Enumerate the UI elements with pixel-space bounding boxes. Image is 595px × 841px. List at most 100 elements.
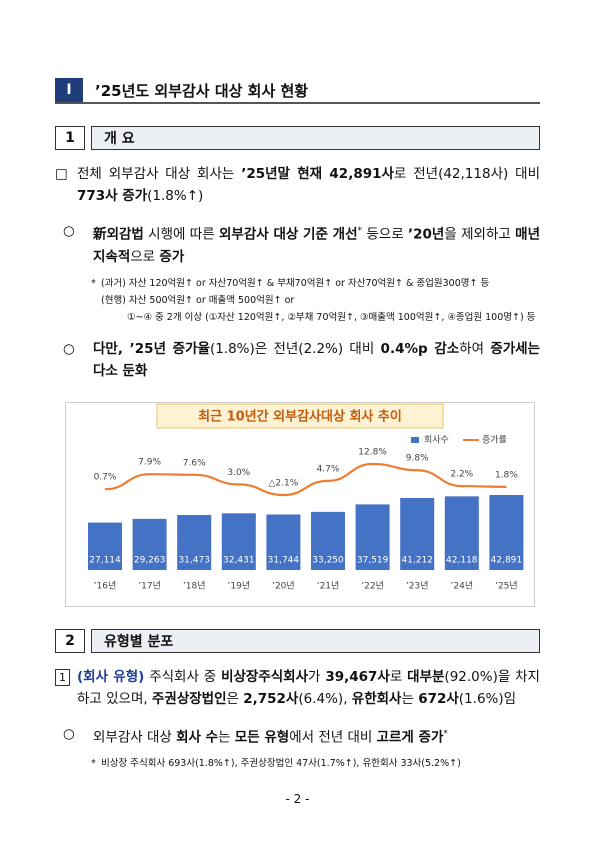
line-label: 1.8% bbox=[495, 470, 518, 480]
x-tick-label: ’18년 bbox=[183, 580, 206, 591]
text-run: 에서 전년 대비 bbox=[289, 729, 377, 745]
bullet-marker: 1 bbox=[55, 668, 70, 686]
bullet-marker: * bbox=[91, 758, 96, 769]
text-run: 주권상장법인 bbox=[151, 690, 227, 707]
legend-label: 증가률 bbox=[482, 434, 507, 445]
line-label: 2.2% bbox=[450, 469, 473, 479]
bar bbox=[489, 494, 524, 570]
text-run: 등으로 bbox=[362, 226, 408, 243]
bar-label: 41,212 bbox=[401, 555, 433, 565]
text-run: 773사 증가 bbox=[77, 188, 148, 204]
text-run: 주식회사 중 bbox=[144, 668, 222, 685]
line-label: 0.7% bbox=[94, 472, 117, 482]
bar bbox=[444, 495, 479, 570]
bar-label: 29,263 bbox=[134, 555, 166, 565]
paragraph: * 비상장 주식회사 693사(1.8%↑), 주권상장법인 47사(1.7%↑)… bbox=[55, 756, 540, 771]
page-number: - 2 - bbox=[285, 792, 310, 806]
items: □ 전체 외부감사 대상 회사는 ’25년말 현재 42,891사로 전년(42,… bbox=[55, 163, 540, 382]
paragraph: ○ 다만, ’25년 증가율(1.8%)은 전년(2.2%) 대비 0.4%p 감… bbox=[63, 338, 540, 382]
text-run: * bbox=[357, 226, 363, 236]
text-run: 유한회사 bbox=[351, 690, 402, 707]
bar-label: 31,473 bbox=[178, 555, 210, 565]
text-run: (6.4%), bbox=[298, 690, 352, 707]
line-label: 4.7% bbox=[317, 464, 340, 474]
bullet-marker: ○ bbox=[63, 340, 75, 357]
text-run: (회사 유형) bbox=[77, 668, 145, 685]
text-run: 39,467사 bbox=[325, 668, 390, 685]
content: Ⅰ ’25년도 외부감사 대상 회사 현황 1 개 요 □ 전체 외부감사 대상 … bbox=[55, 78, 540, 771]
text-run: 0.4%p 감소 bbox=[380, 340, 460, 357]
text-run: 2,752사 bbox=[243, 690, 299, 707]
legend-swatch bbox=[411, 436, 419, 443]
text-run: 로 전년(42,118사) 대비 bbox=[393, 166, 540, 182]
text-run: 시행에 따른 bbox=[143, 226, 219, 243]
text-run: (현행) 자산 500억원↑ or 매출액 500억원↑ or bbox=[101, 294, 295, 306]
text-run: 외부감사 대상 기준 개선 bbox=[219, 226, 358, 243]
text-run: 은 bbox=[226, 690, 244, 707]
line-label: 3.0% bbox=[227, 467, 250, 477]
paragraph: ○ 외부감사 대상 회사 수는 모든 유형에서 전년 대비 고르게 증가* bbox=[63, 723, 540, 749]
subsection-title: 개 요 bbox=[91, 126, 540, 150]
text-run: 로 bbox=[389, 668, 408, 685]
line-label: 12.8% bbox=[358, 447, 387, 457]
x-tick-label: ’16년 bbox=[94, 580, 117, 591]
text-run: 비상장 주식회사 693사(1.8%↑), 주권상장법인 47사(1.7%↑),… bbox=[101, 758, 461, 769]
line-label: 9.8% bbox=[406, 453, 429, 463]
chart: 최근 10년간 외부감사대상 회사 추이 27,114 29,263 31,473 3… bbox=[65, 401, 535, 607]
bar-label: 37,519 bbox=[357, 555, 389, 565]
text-run: ①~④ 중 2개 이상 (①자산 120억원↑, ②부채 70억원↑, ③매출액… bbox=[127, 311, 536, 323]
text-run: 고르게 증가 bbox=[376, 729, 444, 745]
text-run: 672사 bbox=[418, 690, 459, 707]
chart-box: 최근 10년간 외부감사대상 회사 추이 27,114 29,263 31,473 3… bbox=[65, 401, 535, 607]
bar bbox=[221, 512, 256, 570]
bullet-marker: ○ bbox=[63, 223, 75, 239]
paragraph: ○ 新외감법 시행에 따른 외부감사 대상 기준 개선* 등으로 ’20년을 제외… bbox=[63, 220, 540, 268]
text-run: ’25년말 현재 42,891사 bbox=[241, 166, 394, 182]
legend-label: 회사수 bbox=[424, 434, 449, 445]
text-run: 모든 유형 bbox=[234, 729, 290, 745]
text-run: * bbox=[443, 728, 448, 739]
subsection-number: 1 bbox=[55, 126, 85, 150]
line-label: 7.6% bbox=[183, 458, 206, 468]
bar bbox=[177, 514, 212, 570]
text-run: 대부분 bbox=[407, 668, 445, 685]
bar-label: 42,891 bbox=[491, 555, 523, 565]
bar bbox=[355, 503, 390, 570]
x-tick-label: ’25년 bbox=[495, 580, 518, 591]
paragraph: * (과거) 자산 120억원↑ or 자산70억원↑ & 부채70억원↑ or … bbox=[55, 276, 540, 291]
text-run: (과거) 자산 120억원↑ or 자산70억원↑ & 부채70억원↑ or 자… bbox=[101, 277, 490, 289]
subsection-header: 1 개 요 bbox=[55, 126, 540, 150]
subsection-number: 2 bbox=[55, 628, 85, 653]
bullet-marker: ○ bbox=[63, 725, 75, 742]
bar-label: 33,250 bbox=[312, 555, 344, 565]
text-run: 비상장주식회사 bbox=[221, 668, 309, 685]
text-run: 하여 bbox=[459, 340, 491, 357]
bar-label: 31,744 bbox=[268, 555, 300, 565]
bar-label: 32,431 bbox=[223, 555, 255, 565]
text-run: 는 bbox=[218, 729, 235, 745]
paragraph: □ 전체 외부감사 대상 회사는 ’25년말 현재 42,891사로 전년(42,… bbox=[55, 163, 540, 207]
text-run: (1.6%)임 bbox=[458, 690, 517, 707]
bullet-marker: * bbox=[91, 277, 96, 289]
bar bbox=[311, 511, 345, 570]
chart-title-box bbox=[156, 403, 444, 428]
x-tick-label: ’21년 bbox=[317, 580, 340, 591]
section-header: Ⅰ ’25년도 외부감사 대상 회사 현황 bbox=[55, 78, 540, 104]
text-run: 증가세는 다소 둔화 bbox=[93, 340, 540, 379]
subsection-header: 2 유형별 분포 bbox=[55, 628, 540, 653]
x-tick-label: ’24년 bbox=[451, 580, 474, 591]
x-tick-label: ’20년 bbox=[272, 580, 295, 591]
section-number: Ⅰ bbox=[55, 78, 83, 102]
chart-title: 최근 10년간 외부감사대상 회사 추이 bbox=[198, 408, 402, 424]
section-title: ’25년도 외부감사 대상 회사 현황 bbox=[95, 81, 309, 100]
text-run: (1.8%↑) bbox=[147, 188, 204, 204]
bar bbox=[132, 518, 167, 570]
paragraph: (현행) 자산 500억원↑ or 매출액 500억원↑ or bbox=[55, 293, 540, 308]
text-run: 외부감사 대상 bbox=[93, 729, 177, 745]
bar bbox=[88, 522, 122, 570]
line bbox=[104, 462, 507, 496]
text-run: 新외감법 bbox=[93, 226, 144, 243]
paragraph: 1 (회사 유형) 주식회사 중 비상장주식회사가 39,467사로 대부분(92… bbox=[55, 666, 540, 710]
